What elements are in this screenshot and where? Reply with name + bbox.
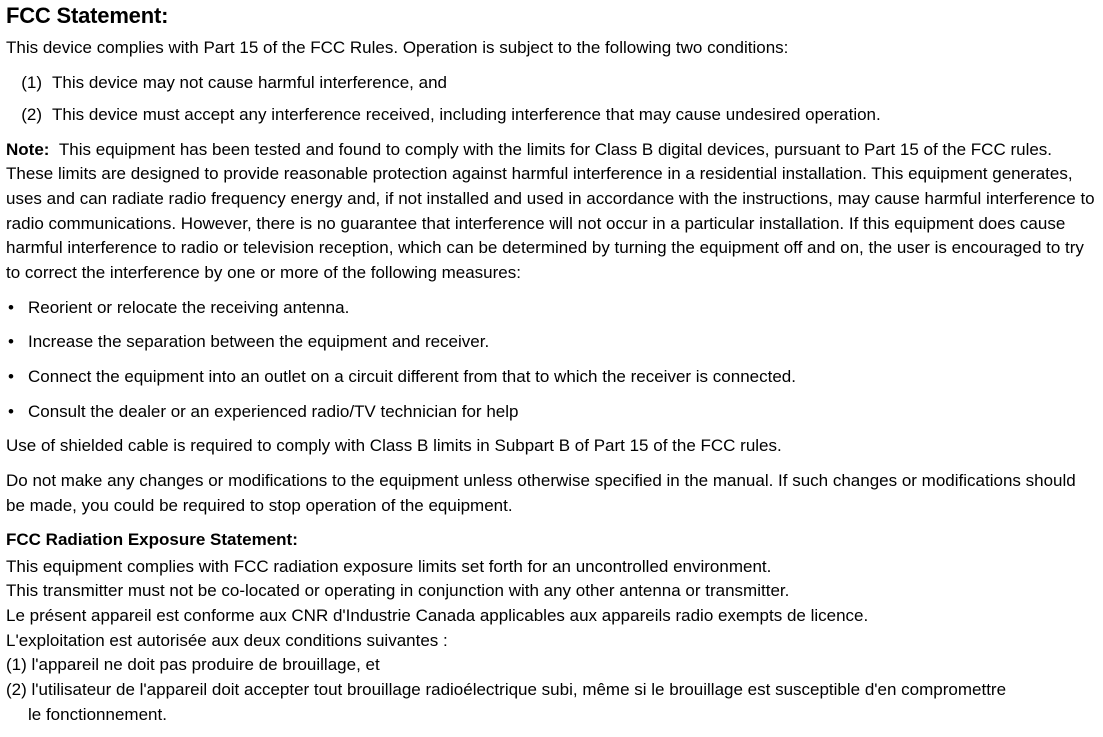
radiation-line: This transmitter must not be co-located … bbox=[6, 579, 1097, 604]
condition-list: (1) This device may not cause harmful in… bbox=[6, 71, 1097, 128]
french-line: L'exploitation est autorisée aux deux co… bbox=[6, 629, 1097, 654]
measure-text: Increase the separation between the equi… bbox=[28, 330, 489, 355]
document-page: FCC Statement: This device complies with… bbox=[0, 0, 1103, 737]
french-condition: (1) l'appareil ne doit pas produire de b… bbox=[6, 653, 1097, 678]
measure-item: • Consult the dealer or an experienced r… bbox=[6, 400, 1097, 425]
measure-text: Reorient or relocate the receiving anten… bbox=[28, 296, 349, 321]
bullet-icon: • bbox=[6, 365, 28, 390]
bullet-icon: • bbox=[6, 296, 28, 321]
measure-text: Connect the equipment into an outlet on … bbox=[28, 365, 796, 390]
measure-item: • Reorient or relocate the receiving ant… bbox=[6, 296, 1097, 321]
radiation-heading: FCC Radiation Exposure Statement: bbox=[6, 528, 1097, 553]
condition-number: (1) bbox=[6, 71, 52, 96]
shield-paragraph: Use of shielded cable is required to com… bbox=[6, 434, 1097, 459]
condition-item: (1) This device may not cause harmful in… bbox=[6, 71, 1097, 96]
page-title: FCC Statement: bbox=[6, 0, 1097, 32]
radiation-line: This equipment complies with FCC radiati… bbox=[6, 555, 1097, 580]
french-condition-cont: le fonctionnement. bbox=[6, 703, 1097, 728]
condition-number: (2) bbox=[6, 103, 52, 128]
condition-text: This device may not cause harmful interf… bbox=[52, 71, 447, 96]
note-body: This equipment has been tested and found… bbox=[6, 140, 1095, 282]
condition-text: This device must accept any interference… bbox=[52, 103, 881, 128]
modifications-paragraph: Do not make any changes or modifications… bbox=[6, 469, 1097, 518]
bullet-icon: • bbox=[6, 400, 28, 425]
french-condition: (2) l'utilisateur de l'appareil doit acc… bbox=[6, 678, 1097, 703]
measure-item: • Connect the equipment into an outlet o… bbox=[6, 365, 1097, 390]
measure-item: • Increase the separation between the eq… bbox=[6, 330, 1097, 355]
note-label: Note: bbox=[6, 140, 49, 159]
condition-item: (2) This device must accept any interfer… bbox=[6, 103, 1097, 128]
measure-text: Consult the dealer or an experienced rad… bbox=[28, 400, 518, 425]
french-line: Le présent appareil est conforme aux CNR… bbox=[6, 604, 1097, 629]
note-paragraph: Note: This equipment has been tested and… bbox=[6, 138, 1097, 286]
measure-list: • Reorient or relocate the receiving ant… bbox=[6, 296, 1097, 425]
intro-paragraph: This device complies with Part 15 of the… bbox=[6, 36, 1097, 61]
bullet-icon: • bbox=[6, 330, 28, 355]
